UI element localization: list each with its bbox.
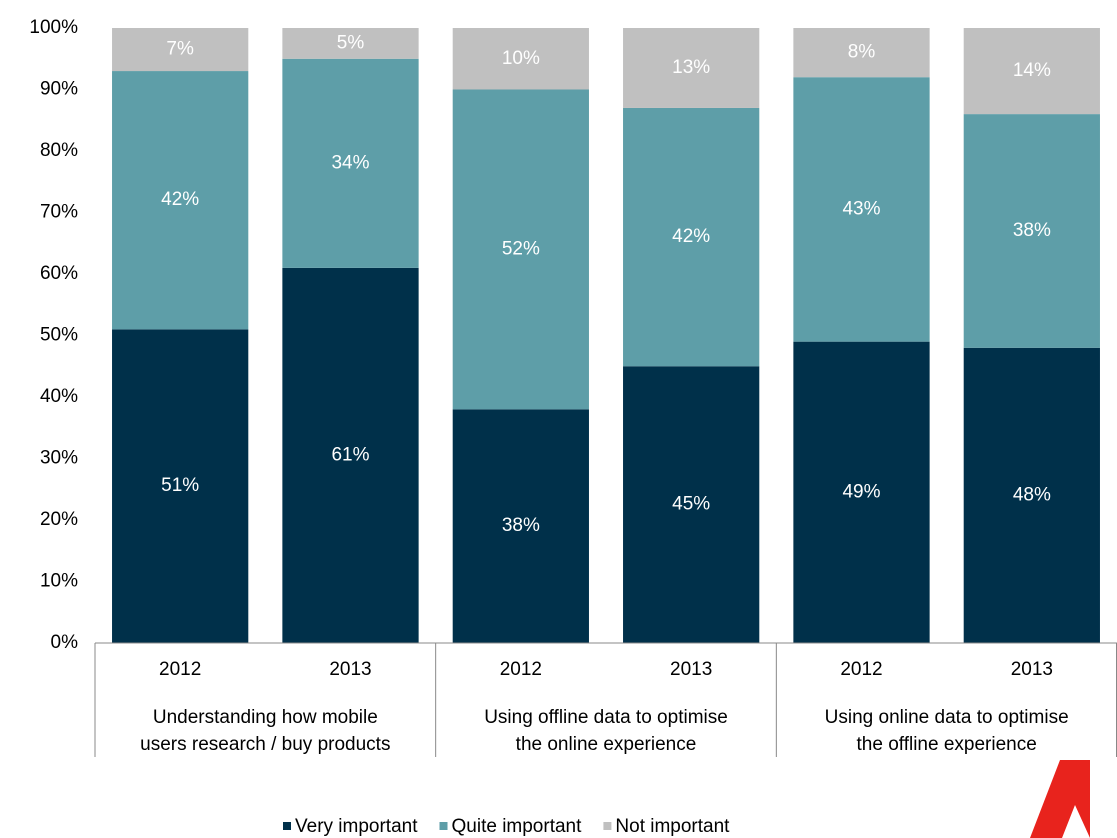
value-label: 45% (672, 494, 710, 515)
value-label: 52% (502, 238, 540, 259)
y-tick-label: 60% (40, 263, 78, 284)
bar-segment (963, 347, 1100, 643)
value-label: 8% (848, 42, 876, 63)
group-label: Using online data to optimise (825, 707, 1069, 728)
value-label: 42% (161, 189, 199, 210)
value-label: 34% (331, 152, 369, 173)
value-label: 48% (1013, 484, 1051, 505)
bar-segment (793, 28, 930, 78)
legend-swatch (603, 822, 612, 830)
y-tick-label: 20% (40, 509, 78, 530)
legend-swatch (439, 822, 448, 830)
x-tick-label: 2013 (1011, 659, 1053, 680)
y-tick-label: 90% (40, 79, 78, 100)
x-tick-label: 2013 (670, 659, 712, 680)
value-label: 10% (502, 48, 540, 69)
bar-segment (112, 71, 249, 330)
adobe-logo (1030, 760, 1090, 838)
y-tick-label: 50% (40, 325, 78, 346)
y-tick-label: 80% (40, 140, 78, 161)
bar-segment (793, 341, 930, 643)
value-label: 61% (331, 444, 369, 465)
bar-segment (623, 366, 760, 643)
group-label: the offline experience (857, 734, 1037, 755)
bar-segment (452, 28, 589, 90)
x-tick-label: 2012 (500, 659, 542, 680)
group-label: the online experience (516, 734, 697, 755)
legend-swatch (283, 822, 291, 830)
value-label: 51% (161, 475, 199, 496)
value-label: 7% (166, 39, 194, 60)
x-tick-label: 2012 (840, 659, 882, 680)
value-label: 43% (842, 198, 880, 219)
legend-label: Very important (295, 816, 418, 837)
bar-segment (112, 329, 249, 643)
group-label: users research / buy products (140, 734, 390, 755)
bar-segment (282, 58, 419, 268)
group-label: Understanding how mobile (153, 707, 378, 728)
bar-segment (452, 409, 589, 643)
value-label: 5% (337, 32, 365, 53)
y-tick-label: 30% (40, 448, 78, 469)
y-tick-label: 40% (40, 386, 78, 407)
bar-segment (963, 28, 1100, 115)
value-label: 14% (1013, 60, 1051, 81)
value-label: 38% (502, 515, 540, 536)
legend-label: Quite important (452, 816, 583, 837)
x-tick-label: 2013 (329, 659, 371, 680)
bar-segment (623, 28, 760, 108)
y-tick-label: 70% (40, 202, 78, 223)
y-tick-label: 100% (29, 17, 78, 38)
bar-segment (282, 28, 419, 59)
value-label: 13% (672, 57, 710, 78)
bar-segment (112, 28, 249, 72)
bar-segment (793, 77, 930, 342)
legend-label: Not important (615, 816, 730, 837)
bar-segment (452, 89, 589, 410)
x-tick-label: 2012 (159, 659, 201, 680)
value-label: 38% (1013, 220, 1051, 241)
group-label: Using offline data to optimise (484, 707, 728, 728)
bar-segment (282, 267, 419, 643)
y-tick-label: 10% (40, 571, 78, 592)
y-tick-label: 0% (51, 632, 79, 653)
value-label: 49% (842, 481, 880, 502)
bar-segment (623, 107, 760, 367)
value-label: 42% (672, 226, 710, 247)
bar-segment (963, 114, 1100, 348)
